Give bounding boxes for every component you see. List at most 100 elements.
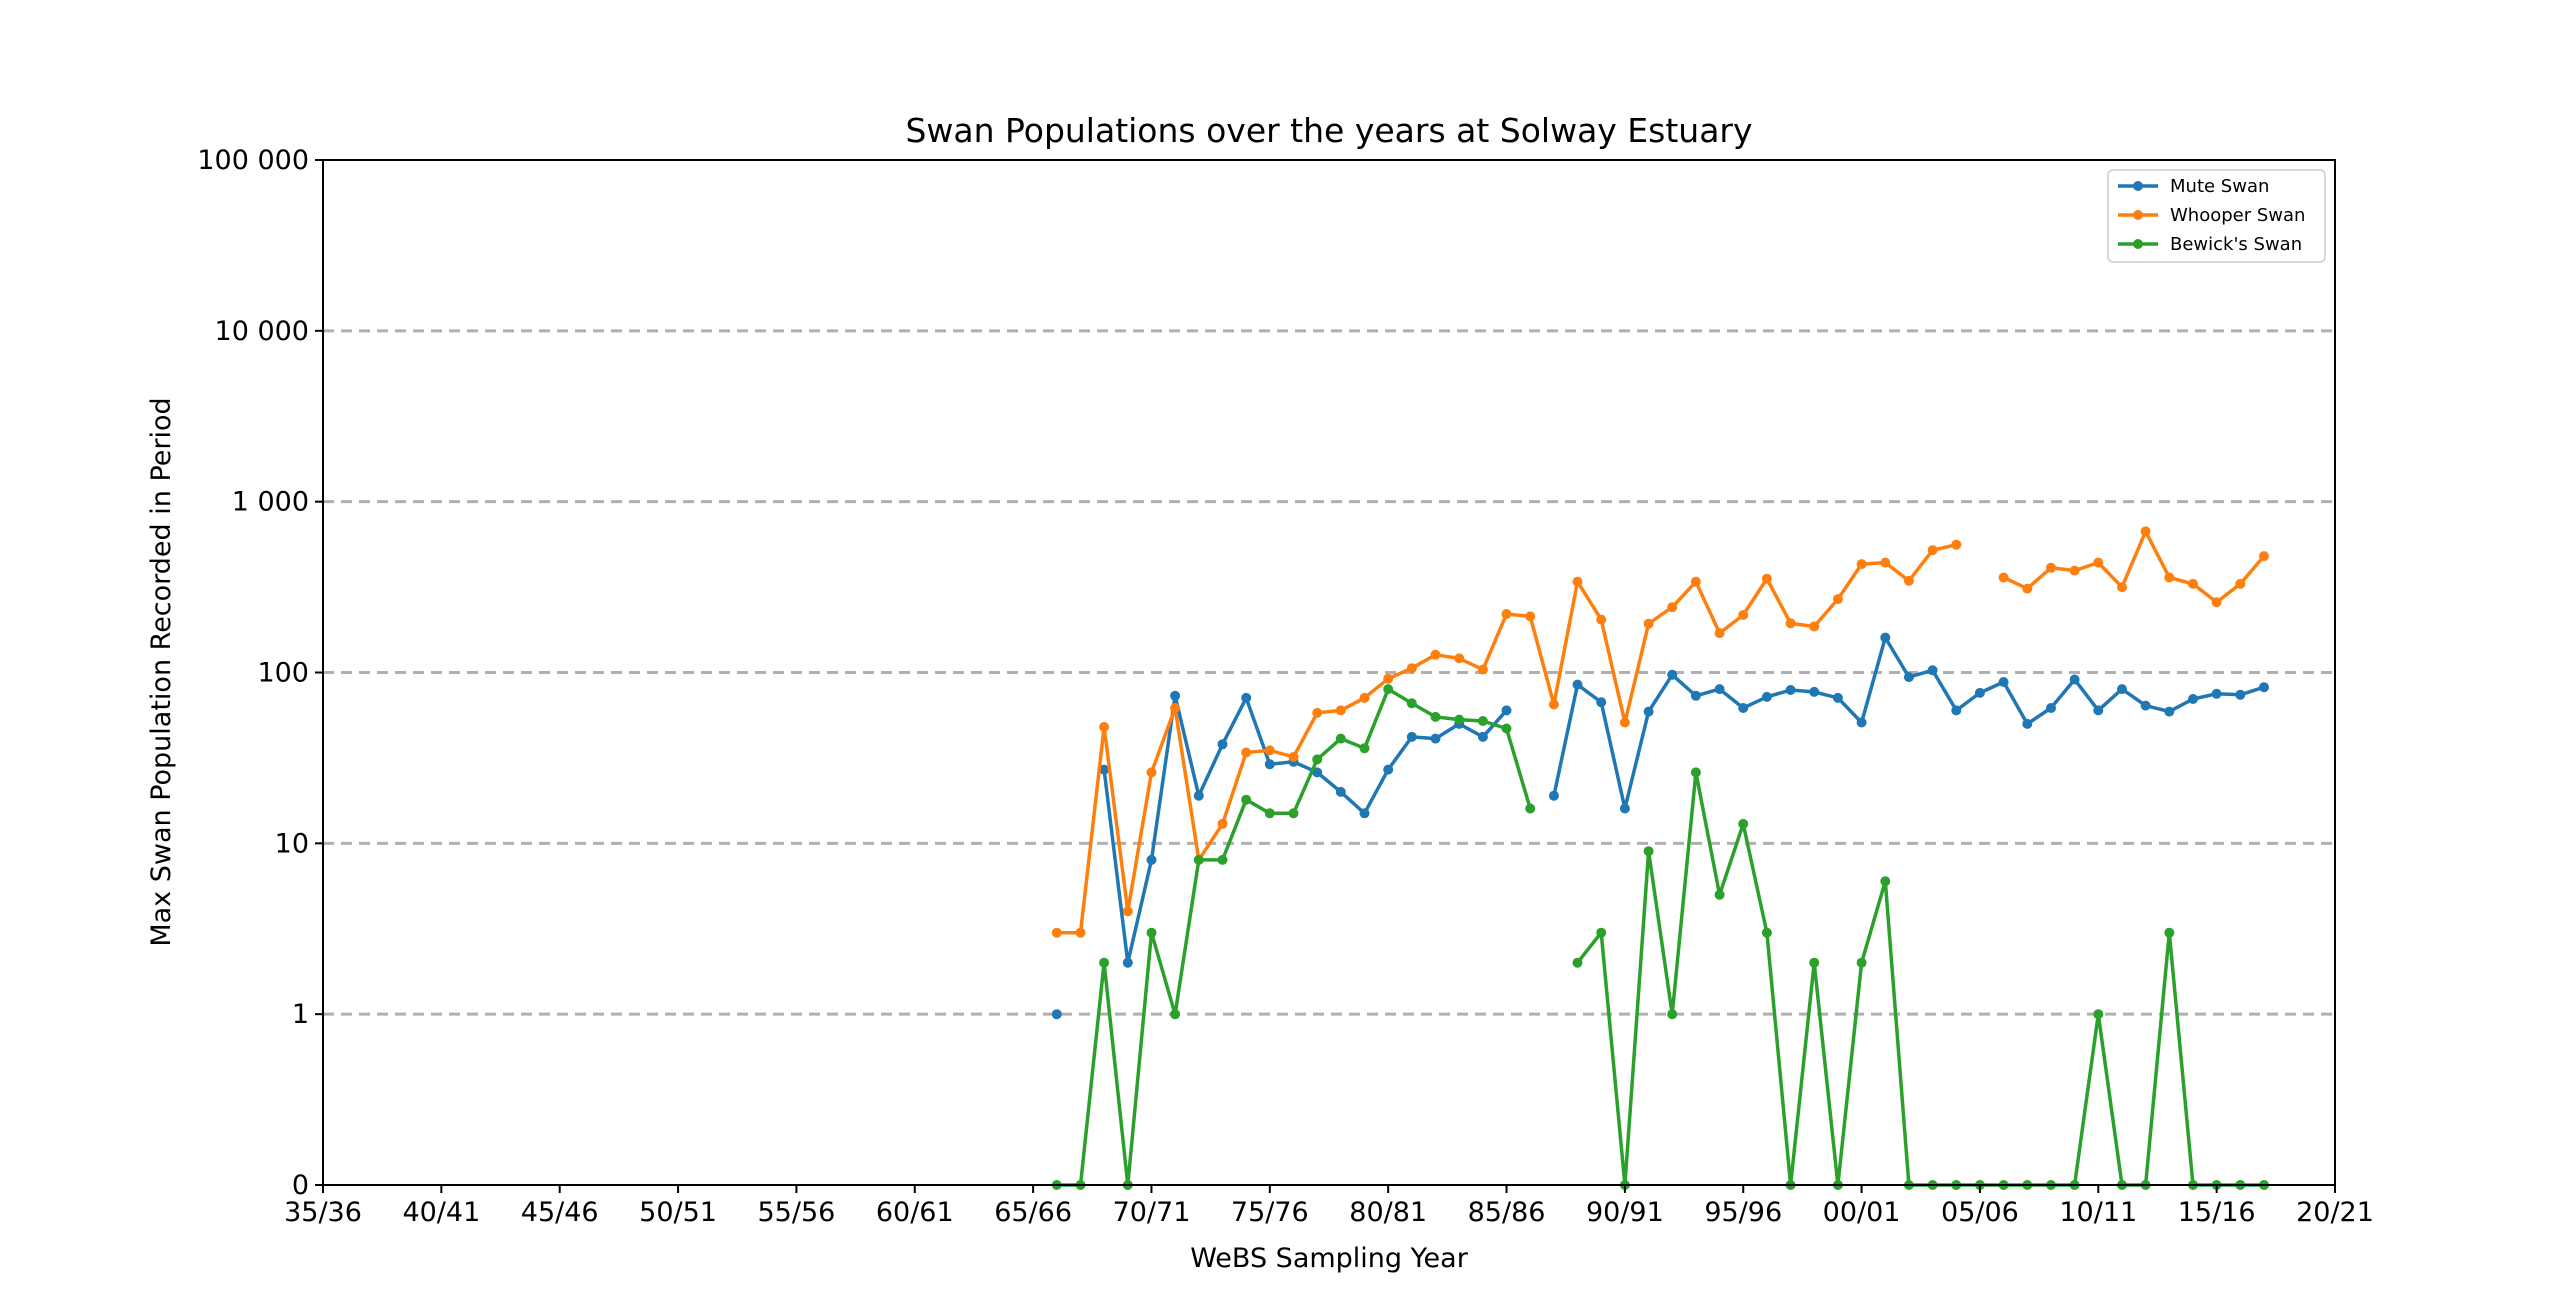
data-point-mute-swan [1667, 669, 1678, 680]
x-tick-label: 00/01 [1823, 1197, 1901, 1228]
data-point-mute-swan [2211, 688, 2222, 699]
data-point-whooper-swan [1785, 618, 1796, 629]
legend-marker-bewick-s-swan [2133, 239, 2143, 249]
y-tick-label: 100 000 [197, 145, 309, 176]
data-point-bewick-s-swan [1170, 1009, 1181, 1020]
data-point-mute-swan [1241, 692, 1252, 703]
data-point-whooper-swan [1951, 539, 1962, 550]
data-point-whooper-swan [1170, 703, 1181, 713]
data-point-mute-swan [1690, 690, 1701, 701]
data-point-whooper-swan [2140, 526, 2151, 537]
y-tick-label: 10 000 [215, 316, 309, 347]
x-tick-label: 95/96 [1704, 1197, 1782, 1228]
x-tick-label: 55/56 [758, 1197, 836, 1228]
data-point-whooper-swan [1809, 621, 1820, 632]
data-point-mute-swan [2117, 684, 2127, 695]
data-point-mute-swan [2140, 700, 2151, 711]
data-point-mute-swan [1619, 803, 1630, 814]
data-point-whooper-swan [1856, 559, 1867, 570]
data-point-mute-swan [1643, 706, 1654, 717]
data-point-mute-swan [1998, 677, 2009, 687]
data-point-whooper-swan [1477, 664, 1488, 675]
data-point-whooper-swan [1525, 611, 1536, 622]
data-point-bewick-s-swan [2164, 927, 2175, 938]
data-point-mute-swan [1501, 705, 1512, 716]
data-point-bewick-s-swan [1596, 927, 1607, 938]
plot-area [1051, 526, 2269, 1190]
data-point-mute-swan [1714, 684, 1725, 695]
data-point-mute-swan [1738, 703, 1749, 713]
data-point-bewick-s-swan [1312, 754, 1323, 765]
y-axis-title: Max Swan Population Recorded in Period [146, 397, 177, 946]
data-point-whooper-swan [1383, 673, 1394, 684]
data-point-whooper-swan [1548, 699, 1559, 710]
data-point-whooper-swan [2164, 572, 2175, 583]
data-point-whooper-swan [1501, 609, 1512, 619]
data-point-whooper-swan [1761, 573, 1772, 584]
data-point-bewick-s-swan [1383, 684, 1394, 695]
data-point-mute-swan [1217, 739, 1228, 750]
x-tick-label: 65/66 [994, 1197, 1072, 1228]
data-point-mute-swan [2235, 689, 2246, 700]
data-point-mute-swan [2069, 674, 2080, 685]
data-point-bewick-s-swan [1525, 803, 1536, 814]
data-point-whooper-swan [1643, 618, 1654, 629]
data-point-whooper-swan [2188, 578, 2198, 589]
series-line-bewick-s-swan [1576, 770, 2264, 1187]
data-point-mute-swan [2022, 718, 2033, 729]
data-point-mute-swan [1170, 690, 1181, 701]
data-point-whooper-swan [2211, 597, 2222, 608]
data-point-whooper-swan [1714, 628, 1725, 639]
data-point-whooper-swan [1264, 745, 1275, 756]
data-point-mute-swan [1051, 1009, 1062, 1020]
data-point-whooper-swan [1146, 767, 1157, 778]
data-point-whooper-swan [1241, 747, 1252, 758]
data-point-whooper-swan [2069, 565, 2080, 576]
x-tick-label: 45/46 [521, 1197, 599, 1228]
data-point-bewick-s-swan [1193, 854, 1204, 865]
data-point-whooper-swan [1572, 576, 1583, 587]
data-point-bewick-s-swan [1264, 808, 1275, 819]
data-point-bewick-s-swan [1501, 723, 1512, 734]
data-point-whooper-swan [1312, 707, 1323, 718]
data-point-bewick-s-swan [1217, 854, 1228, 865]
data-point-whooper-swan [1998, 572, 2009, 583]
data-point-mute-swan [1335, 786, 1346, 797]
data-point-bewick-s-swan [1406, 698, 1417, 709]
data-point-bewick-s-swan [1288, 808, 1299, 819]
data-point-mute-swan [1927, 665, 1938, 676]
data-point-mute-swan [1383, 764, 1394, 775]
data-point-mute-swan [1146, 854, 1157, 865]
series-line-whooper-swan [1056, 542, 1957, 935]
x-tick-label: 10/11 [2059, 1197, 2137, 1228]
data-point-bewick-s-swan [1738, 818, 1749, 829]
data-point-mute-swan [1951, 705, 1962, 716]
legend-label-bewick-s-swan: Bewick's Swan [2170, 234, 2302, 255]
series-whooper-swan [1051, 526, 2269, 938]
data-point-mute-swan [1477, 731, 1488, 742]
data-point-mute-swan [1430, 733, 1441, 744]
legend-label-mute-swan: Mute Swan [2170, 176, 2269, 197]
data-point-bewick-s-swan [1146, 927, 1157, 938]
data-point-whooper-swan [1927, 545, 1938, 556]
data-point-whooper-swan [1880, 557, 1891, 568]
y-tick-label: 1 000 [232, 487, 309, 518]
data-point-bewick-s-swan [1430, 711, 1441, 722]
x-tick-label: 35/36 [284, 1197, 362, 1228]
legend-label-whooper-swan: Whooper Swan [2170, 205, 2305, 226]
data-point-bewick-s-swan [1856, 957, 1867, 968]
data-point-mute-swan [2093, 705, 2104, 716]
x-tick-label: 50/51 [639, 1197, 717, 1228]
data-point-whooper-swan [1217, 818, 1228, 829]
data-point-mute-swan [1193, 790, 1204, 801]
data-point-bewick-s-swan [2093, 1009, 2104, 1020]
x-tick-label: 15/16 [2178, 1197, 2256, 1228]
data-point-bewick-s-swan [1690, 767, 1701, 778]
data-point-bewick-s-swan [1477, 716, 1488, 726]
data-point-whooper-swan [1903, 575, 1914, 586]
data-point-mute-swan [1572, 679, 1583, 690]
series-mute-swan [1051, 632, 2269, 1020]
data-point-mute-swan [1122, 957, 1133, 968]
data-point-mute-swan [2164, 706, 2175, 717]
data-point-whooper-swan [1406, 663, 1417, 674]
